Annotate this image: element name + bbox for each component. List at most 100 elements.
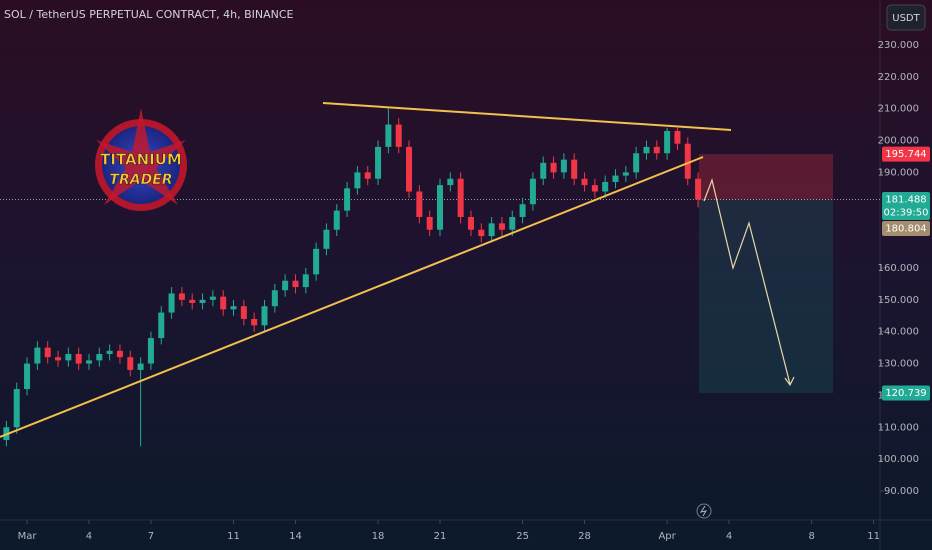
candle-body (664, 130, 671, 154)
candle-body (674, 130, 681, 144)
candle-body (230, 306, 237, 310)
candle-body (96, 353, 103, 361)
y-tick-label: 130.000 (878, 359, 919, 370)
candle-body (354, 172, 361, 189)
candle-body (612, 175, 619, 182)
candle-body (488, 223, 495, 237)
y-tick-label: 150.000 (878, 295, 919, 306)
candle-body (13, 389, 20, 428)
candle-body (684, 143, 691, 179)
candle-body (529, 178, 536, 205)
candle-body (540, 162, 547, 179)
candle-body (178, 293, 185, 300)
currency-button[interactable] (886, 4, 926, 31)
icon-circle[interactable] (696, 503, 712, 519)
candle-body (478, 229, 485, 237)
x-tick-label: 25 (516, 531, 529, 542)
stop-zone (699, 154, 833, 200)
candle-body (571, 159, 578, 179)
candle-body (591, 185, 598, 192)
x-tick-label: 4 (86, 531, 92, 542)
y-tick-label: 220.000 (878, 72, 919, 83)
candle-body (116, 350, 123, 358)
y-tick-label: 190.000 (878, 167, 919, 178)
candle-body (220, 296, 227, 310)
candle-body (137, 363, 144, 370)
x-tick-label: 7 (148, 531, 154, 542)
candle-body (189, 299, 196, 304)
candle-body (85, 360, 92, 364)
candle-body (416, 191, 423, 217)
candle-body (55, 357, 62, 361)
price-tag-label: 195.744 (885, 149, 926, 160)
candle-body (209, 296, 216, 300)
candle-body (313, 248, 320, 275)
y-tick-label: 160.000 (878, 263, 919, 274)
price-tag-label: 120.739 (885, 388, 926, 399)
y-tick-label: 90.000 (884, 486, 919, 497)
chart-title: SOL / TetherUS PERPETUAL CONTRACT, 4h, B… (4, 8, 294, 21)
candle-body (653, 146, 660, 154)
replay-icon[interactable] (696, 503, 712, 519)
candle-body (323, 229, 330, 249)
candle-body (695, 178, 702, 200)
drawings (0, 102, 795, 438)
x-tick-label: 4 (726, 531, 732, 542)
candle-body (344, 188, 351, 211)
candle-body (467, 216, 474, 230)
candle-body (127, 357, 134, 370)
candle-body (509, 216, 516, 230)
candle-body (240, 306, 247, 319)
candle-body (199, 299, 206, 304)
candle-body (385, 124, 392, 147)
logo-star (96, 108, 186, 205)
candle-body (106, 350, 113, 354)
candle-body (34, 347, 41, 364)
candle-body (447, 178, 454, 186)
candle-body (426, 216, 433, 230)
price-tag (882, 191, 930, 220)
candle-body (292, 280, 299, 288)
price-tag-label: 180.804 (885, 223, 926, 234)
trendline (0, 156, 704, 438)
trendline (322, 102, 732, 131)
y-tick-label: 100.000 (878, 454, 919, 465)
x-tick-label: 11 (867, 531, 880, 542)
candle-body (147, 338, 154, 364)
x-tick-label: 11 (227, 531, 240, 542)
x-tick-label: 18 (372, 531, 385, 542)
x-tick-label: 8 (808, 531, 814, 542)
candle-body (633, 153, 640, 173)
candle-body (333, 210, 340, 230)
candle-body (602, 181, 609, 192)
candle-body (406, 146, 413, 192)
projection-path (703, 177, 791, 385)
candle-body (282, 280, 289, 291)
candle-body (395, 124, 402, 147)
currency-label[interactable]: USDT (892, 13, 920, 24)
y-tick-label: 140.000 (878, 327, 919, 338)
candle-body (519, 204, 526, 217)
icon-bolt[interactable] (699, 505, 708, 517)
candle-body (581, 178, 588, 186)
candle-body (158, 312, 165, 339)
candle-body (24, 363, 31, 390)
countdown: 02:39:50 (884, 207, 929, 218)
candle-body (251, 318, 258, 326)
candle-body (75, 353, 82, 364)
y-tick-label: 210.000 (878, 104, 919, 115)
candle-body (44, 347, 51, 358)
price-tag (882, 146, 930, 162)
x-tick-label: 21 (434, 531, 447, 542)
candle-body (364, 172, 371, 179)
price-tag-label: 181.488 (885, 194, 926, 205)
price-tag (882, 220, 930, 236)
logo: TITANIUM TRADER (95, 108, 187, 211)
candle-body (457, 178, 464, 217)
x-tick-label: 14 (289, 531, 302, 542)
candle-body (550, 162, 557, 173)
candle-body (168, 293, 175, 313)
x-tick-label: 28 (578, 531, 591, 542)
